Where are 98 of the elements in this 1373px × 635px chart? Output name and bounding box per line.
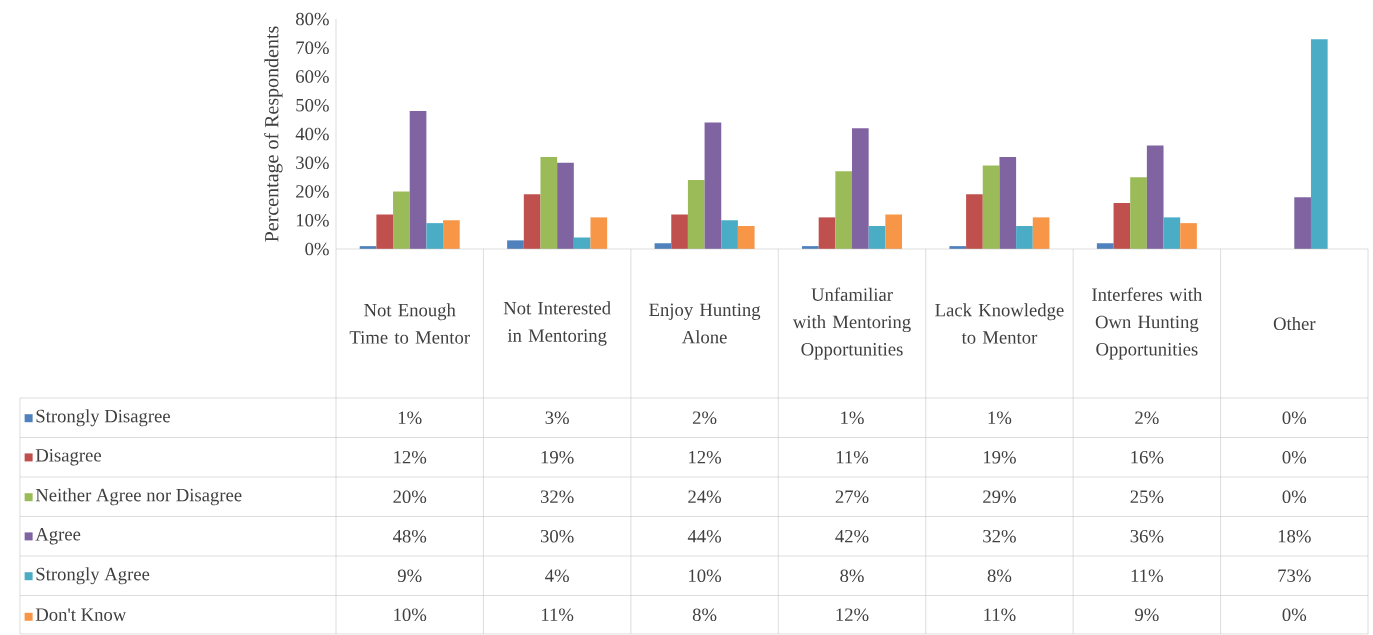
- data-label: 36%: [1130, 529, 1164, 543]
- y-tick-label: 20%: [296, 185, 329, 198]
- bar: [507, 240, 524, 249]
- data-label: 12%: [689, 450, 722, 464]
- bar: [540, 157, 558, 249]
- data-label: 8%: [987, 569, 1012, 583]
- data-label: 11%: [984, 608, 1016, 622]
- bar: [1310, 39, 1328, 249]
- bar: [737, 226, 755, 249]
- bar: [687, 180, 705, 249]
- bar: [999, 157, 1017, 249]
- data-label: 32%: [983, 529, 1016, 543]
- bar: [573, 237, 591, 249]
- bar: [818, 217, 836, 249]
- bar: [1294, 197, 1311, 249]
- data-label: 32%: [540, 490, 574, 504]
- data-label: 10%: [394, 608, 427, 622]
- legend-label: Disagree: [35, 449, 101, 466]
- data-label: 18%: [1278, 529, 1311, 543]
- bar: [852, 128, 869, 249]
- data-label: 10%: [689, 569, 722, 583]
- bar: [1016, 226, 1033, 249]
- bar: [1163, 217, 1181, 249]
- bar: [426, 223, 444, 249]
- bar: [1130, 177, 1147, 249]
- y-tick-label: 60%: [296, 70, 329, 83]
- data-label: 20%: [393, 490, 427, 504]
- bar: [966, 194, 983, 249]
- data-label: 0%: [1282, 450, 1307, 464]
- data-label: 0%: [1282, 411, 1307, 425]
- bar: [1032, 217, 1050, 249]
- bar: [885, 214, 903, 249]
- legend-label: Agree: [35, 528, 81, 545]
- x-tick-label: Lack Knowledge to Mentor: [935, 303, 1064, 344]
- data-label: 4%: [545, 569, 569, 583]
- data-label: 12%: [394, 450, 427, 464]
- data-label: 29%: [983, 490, 1016, 504]
- data-label: 2%: [1135, 411, 1159, 425]
- data-label: 9%: [397, 569, 422, 583]
- bar: [671, 214, 688, 249]
- data-label: 9%: [1135, 608, 1159, 622]
- data-label: 1%: [398, 411, 422, 425]
- bar: [590, 217, 608, 249]
- bar: [376, 214, 394, 249]
- y-tick-label: 30%: [296, 156, 329, 170]
- bar: [393, 191, 410, 249]
- legend-label: Strongly Agree: [36, 567, 150, 585]
- data-label: 1%: [841, 411, 864, 425]
- x-tick-label: Interferes with Own Hunting Opportunities: [1092, 287, 1203, 360]
- data-label: 12%: [836, 608, 869, 622]
- data-label: 0%: [1282, 608, 1307, 622]
- bar: [1180, 223, 1197, 249]
- data-label: 8%: [692, 608, 717, 622]
- data-label: 1%: [988, 411, 1012, 425]
- bar: [557, 162, 574, 249]
- data-label: 16%: [1131, 450, 1164, 464]
- data-label: 24%: [688, 490, 722, 504]
- bar: [868, 226, 886, 249]
- bar: [982, 165, 1000, 249]
- bar: [523, 194, 541, 249]
- data-label: 0%: [1282, 490, 1307, 504]
- bar: [1113, 203, 1131, 249]
- bar: [721, 220, 738, 249]
- data-label: 48%: [392, 529, 427, 543]
- bar: [835, 171, 853, 249]
- y-tick-label: 50%: [296, 98, 329, 112]
- y-tick-label: 0%: [305, 242, 329, 256]
- data-label: 30%: [540, 529, 574, 543]
- data-label: 25%: [1130, 490, 1164, 504]
- x-tick-label: Enjoy Hunting Alone: [649, 303, 761, 344]
- y-tick-label: 70%: [296, 41, 329, 55]
- x-tick-label: Other: [1273, 316, 1316, 331]
- x-tick-label: Unfamiliar with Mentoring Opportunities: [792, 287, 911, 360]
- data-label: 11%: [542, 608, 574, 622]
- data-label: 44%: [687, 529, 722, 543]
- x-tick-label: Not Interested in Mentoring: [503, 301, 611, 346]
- y-tick-label: 40%: [295, 127, 329, 141]
- data-label: 8%: [840, 569, 864, 583]
- y-axis-title: Percentage of Respondents: [264, 26, 283, 242]
- data-label: 11%: [836, 450, 869, 464]
- data-label: 3%: [545, 411, 569, 425]
- bar: [443, 220, 460, 249]
- legend-label: Strongly Disagree: [36, 409, 170, 427]
- bar: [409, 111, 427, 249]
- y-tick-label: 10%: [296, 213, 329, 227]
- data-label: 2%: [692, 411, 717, 425]
- data-label: 73%: [1278, 569, 1311, 583]
- legend-label: Neither Agree nor Disagree: [35, 488, 242, 506]
- x-tick-label: Not Enough Time to Mentor: [349, 303, 470, 344]
- bar: [1146, 145, 1164, 249]
- legend-label: Don't Know: [35, 608, 127, 621]
- data-label: 27%: [835, 490, 869, 504]
- bar: [704, 122, 722, 249]
- y-tick-label: 80%: [296, 12, 329, 26]
- data-label: 42%: [835, 529, 869, 543]
- data-label: 19%: [983, 450, 1016, 464]
- data-label: 11%: [1131, 569, 1163, 583]
- data-label: 19%: [541, 450, 574, 464]
